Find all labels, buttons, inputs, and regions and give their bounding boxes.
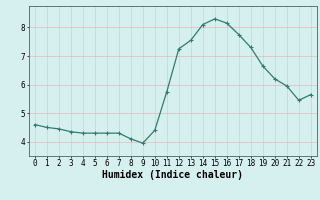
X-axis label: Humidex (Indice chaleur): Humidex (Indice chaleur) (102, 170, 243, 180)
